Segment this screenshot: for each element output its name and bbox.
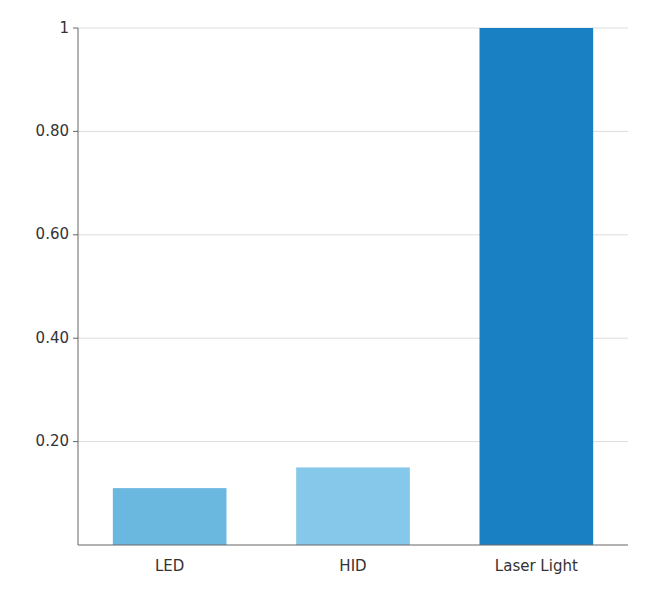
y-tick [73, 131, 78, 132]
y-tick [73, 28, 78, 29]
y-tick-label: 1 [59, 19, 69, 37]
y-axis: 0.20 0.40 0.60 0.80 1 [36, 19, 78, 451]
chart-svg: 0.20 0.40 0.60 0.80 1 LED HID Laser Light [0, 0, 650, 607]
bar [113, 488, 227, 545]
x-axis: LED HID Laser Light [155, 557, 578, 575]
y-tick [73, 234, 78, 235]
y-tick-label: 0.40 [36, 329, 69, 347]
bar [296, 467, 410, 545]
x-tick-label: LED [155, 557, 184, 575]
bars [113, 28, 593, 545]
bar [480, 28, 594, 545]
x-tick-label: Laser Light [495, 557, 578, 575]
y-tick [73, 441, 78, 442]
y-tick-label: 0.60 [36, 225, 69, 243]
axes [78, 28, 628, 545]
x-tick-label: HID [339, 557, 366, 575]
chart-container: 0.20 0.40 0.60 0.80 1 LED HID Laser Light [0, 0, 650, 607]
y-axis-line [78, 28, 79, 545]
x-axis-line [78, 545, 628, 546]
y-tick-label: 0.20 [36, 432, 69, 450]
y-tick-label: 0.80 [36, 122, 69, 140]
y-tick [73, 338, 78, 339]
